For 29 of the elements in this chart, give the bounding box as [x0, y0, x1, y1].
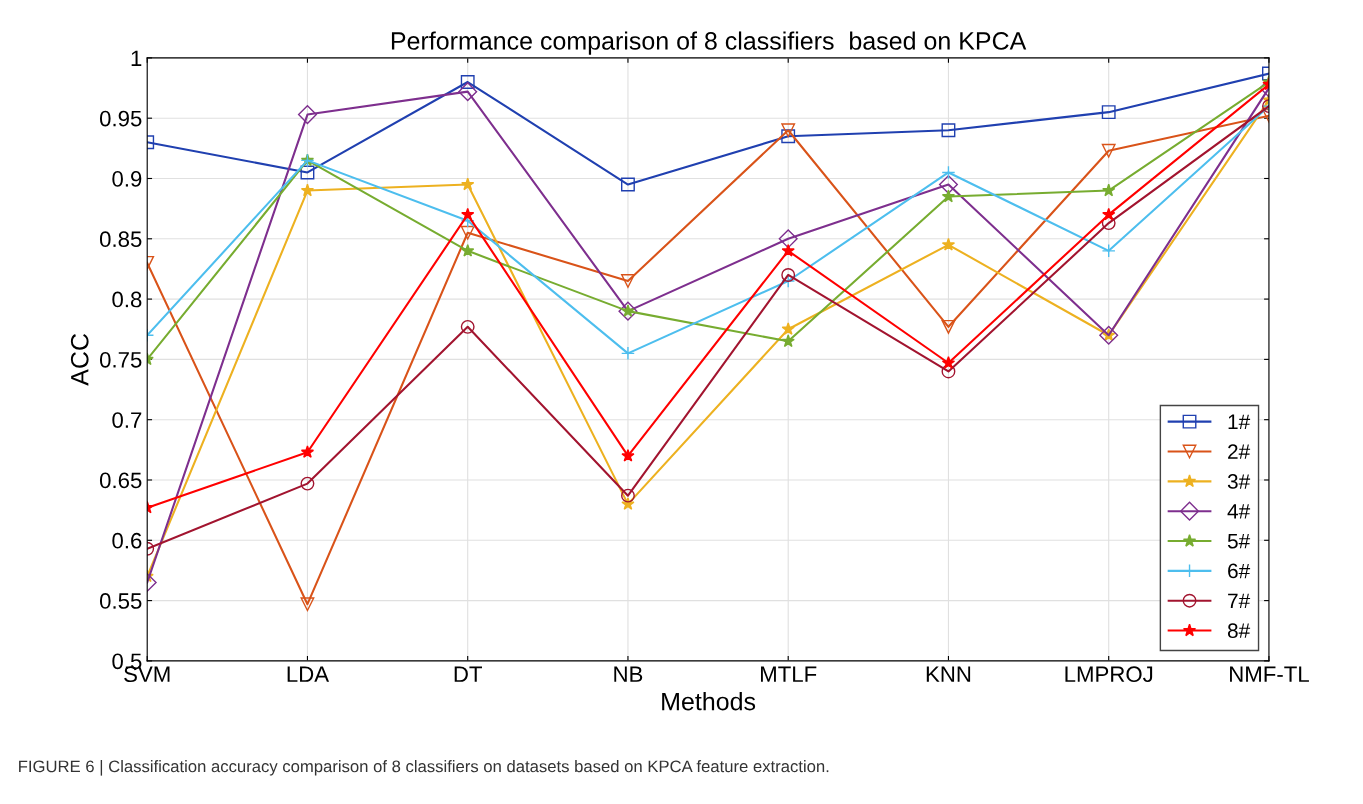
y-tick-label: 0.95: [99, 110, 142, 127]
legend-label: 3#: [1227, 474, 1251, 489]
x-tick-label: LMPROJ: [1065, 666, 1153, 683]
legend-label: 4#: [1227, 504, 1251, 519]
y-tick-label: 0.7: [112, 412, 142, 428]
x-tick-label: NMF-TL: [1230, 666, 1309, 682]
y-tick-label: 0.6: [112, 532, 142, 549]
x-tick-label: LDA: [287, 666, 330, 682]
legend-label: 6#: [1228, 563, 1251, 579]
legend-label: 2#: [1228, 444, 1251, 459]
chart-title: Performance comparison of 8 classifiers based on KPCA: [391, 31, 1027, 55]
y-axis-title: ACC: [70, 333, 89, 386]
y-tick-label: 0.55: [99, 593, 142, 609]
legend-label: 5#: [1227, 533, 1251, 549]
x-tick-label: NB: [614, 666, 643, 682]
x-tick-label: KNN: [926, 666, 971, 682]
y-tick-label: 0.9: [112, 171, 142, 187]
y-tick-label: 0.85: [99, 231, 142, 248]
legend-label: 7#: [1228, 593, 1251, 608]
legend-label: 1#: [1228, 414, 1251, 429]
y-tick-label: 1: [131, 50, 142, 66]
x-tick-label: DT: [454, 666, 483, 682]
y-tick-label: 0.8: [112, 291, 142, 308]
x-tick-label: MTLF: [761, 666, 817, 682]
legend-label: 8#: [1227, 623, 1251, 639]
caption: FIGURE 6 | Classification accuracy comparison of 8 classifiers on datasets based on KPCA feature extraction.: [19, 760, 829, 776]
y-tick-label: 0.65: [99, 472, 142, 489]
x-axis-title: Methods: [662, 692, 756, 711]
y-tick-label: 0.75: [99, 351, 142, 368]
